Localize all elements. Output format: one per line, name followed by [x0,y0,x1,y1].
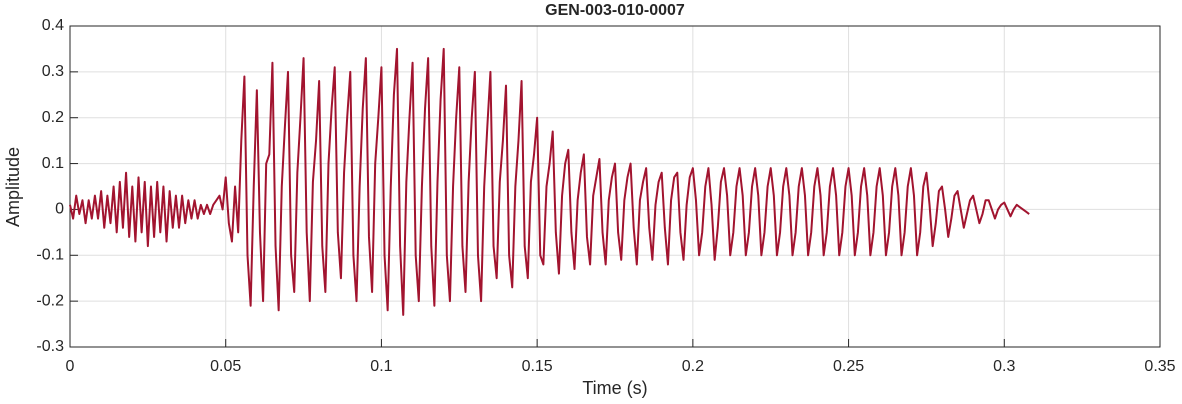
x-tick-label: 0.3 [993,358,1015,375]
waveform [69,47,1030,316]
y-tick-label: -0.2 [36,292,64,309]
x-tick-label: 0.2 [682,358,704,375]
y-tick-label: 0.1 [42,155,64,172]
x-tick-label: 0.05 [210,358,241,375]
x-tick-label: 0.35 [1144,358,1175,375]
y-tick-label: 0.3 [42,63,64,80]
x-axis-label: Time (s) [582,378,647,398]
chart-title: GEN-003-010-0007 [545,2,685,19]
y-tick-label: 0.4 [42,17,64,34]
y-tick-label: 0 [55,201,64,218]
y-tick-label: 0.2 [42,109,64,126]
plot-frame [69,25,1161,348]
x-tick-label: 0.1 [370,358,392,375]
y-tick-label: -0.3 [36,338,64,355]
x-tick-label: 0.15 [522,358,553,375]
x-tick-label: 0.25 [833,358,864,375]
x-tick-label: 0 [66,358,75,375]
y-axis-label: Amplitude [3,147,23,227]
y-tick-label: -0.1 [36,247,64,264]
